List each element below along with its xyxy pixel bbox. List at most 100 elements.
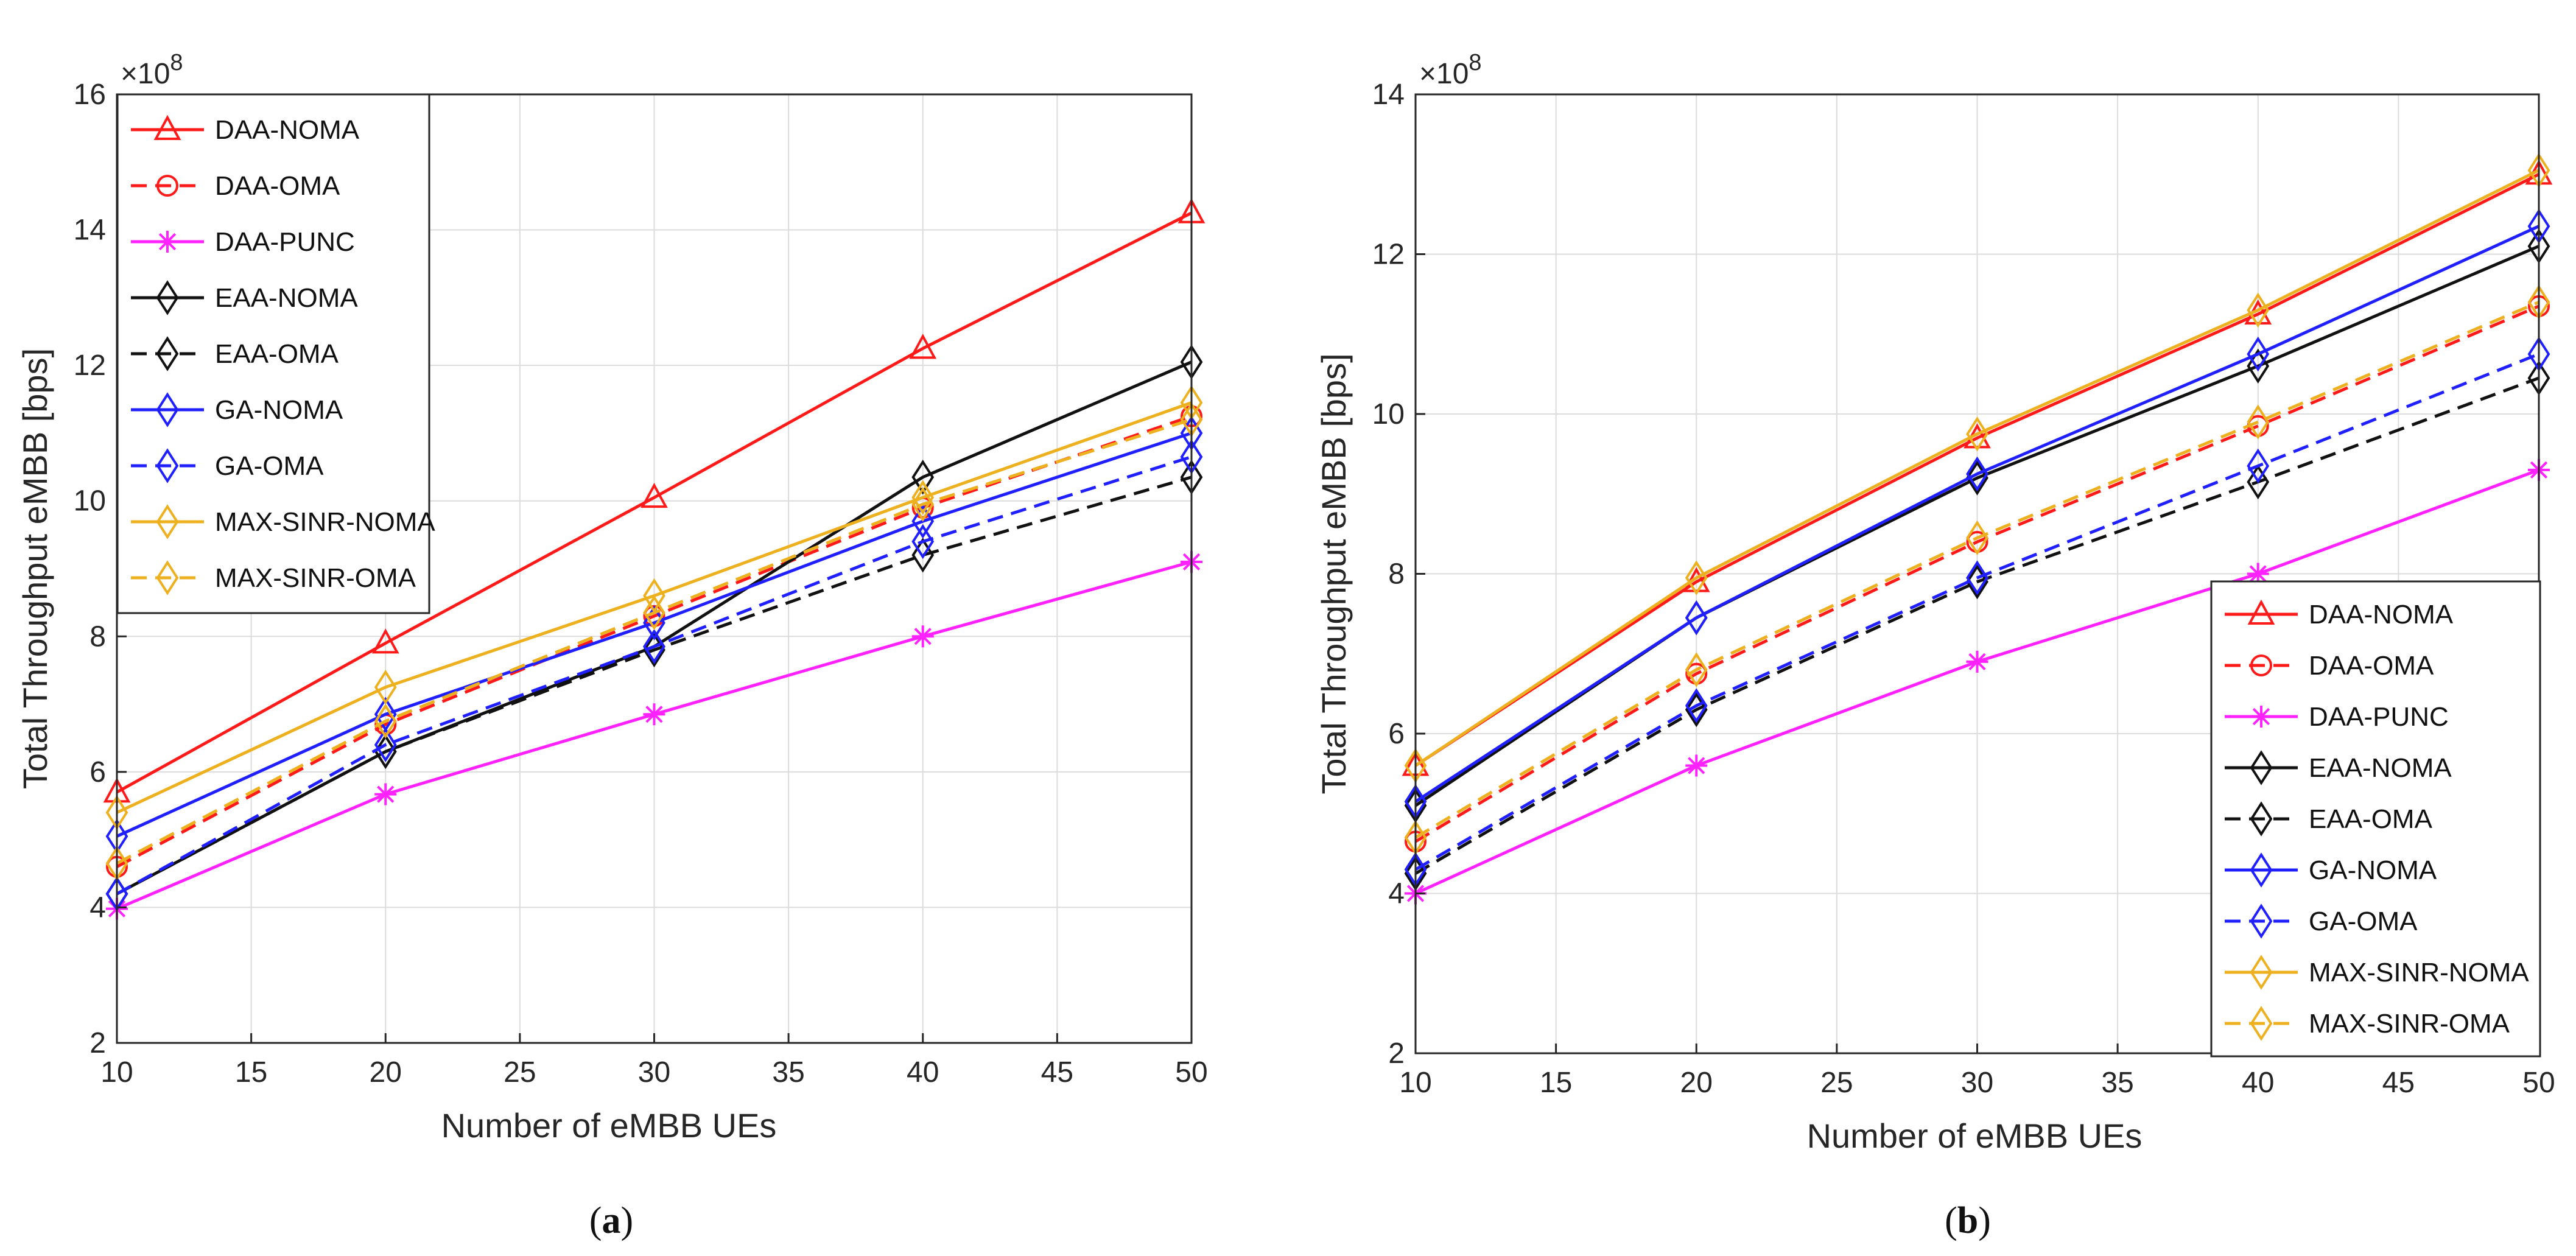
legend-label: DAA-NOMA — [215, 115, 360, 145]
data-point — [374, 670, 397, 705]
series-line — [1414, 376, 2539, 875]
legend-entry: MAX-SINR-NOMA — [131, 504, 435, 539]
legend-entry: GA-OMA — [131, 448, 324, 483]
legend-entry: DAA-OMA — [2225, 651, 2434, 681]
legend-label: EAA-OMA — [2309, 804, 2433, 834]
series-line — [1414, 225, 2540, 803]
legend-marker — [2250, 706, 2272, 728]
x-axis-label: Number of eMBB UEs — [441, 1106, 777, 1145]
x-tick-label: 35 — [772, 1056, 804, 1089]
legend-marker — [2250, 852, 2273, 888]
panel-label: (b) — [1945, 1200, 1991, 1241]
series-line — [1414, 173, 2540, 767]
y-tick-label: 14 — [1372, 79, 1405, 111]
x-tick-label: 10 — [1399, 1067, 1431, 1099]
y-axis-exponent: ×108 — [1419, 50, 1482, 90]
legend-entry: DAA-NOMA — [2225, 599, 2454, 630]
x-tick-label: 25 — [1820, 1067, 1853, 1099]
legend-label: MAX-SINR-OMA — [215, 563, 416, 593]
data-point — [1966, 520, 1988, 556]
series-ga-oma — [1404, 336, 2550, 887]
data-point — [2247, 292, 2270, 328]
y-tick-label: 2 — [1388, 1037, 1405, 1070]
y-tick-label: 4 — [1388, 878, 1405, 910]
y-tick-label: 2 — [89, 1027, 106, 1059]
data-point — [374, 703, 397, 739]
legend-label: GA-OMA — [215, 451, 324, 481]
series-line — [1414, 300, 2539, 839]
x-tick-label: 40 — [907, 1056, 939, 1089]
data-point — [640, 482, 668, 508]
legend-entry: DAA-NOMA — [131, 114, 360, 145]
y-tick-label: 8 — [89, 620, 106, 653]
legend-label: EAA-NOMA — [215, 283, 358, 313]
x-tick-label: 30 — [638, 1056, 670, 1089]
y-tick-label: 10 — [74, 485, 106, 517]
x-axis-label: Number of eMBB UEs — [1807, 1117, 2143, 1155]
y-tick-label: 14 — [74, 214, 106, 247]
legend-box — [2210, 580, 2541, 1058]
legend-marker — [2250, 1006, 2273, 1041]
data-point — [1685, 652, 1708, 687]
data-point — [1685, 600, 1708, 636]
legend-entry: EAA-OMA — [131, 336, 339, 371]
series-line — [116, 211, 1193, 794]
data-point — [2247, 404, 2270, 440]
legend-marker — [153, 114, 181, 140]
data-point — [643, 629, 665, 664]
legend-label: GA-NOMA — [215, 395, 343, 425]
data-point — [1685, 688, 1708, 723]
data-point — [911, 480, 935, 515]
legend-entry: EAA-OMA — [2225, 801, 2433, 837]
legend-marker — [2250, 750, 2273, 785]
series-line — [1414, 304, 2539, 843]
legend-marker — [156, 392, 179, 427]
data-point — [911, 460, 935, 495]
data-point — [911, 625, 934, 648]
legend-entry: GA-NOMA — [2225, 852, 2437, 888]
y-tick-label: 8 — [1388, 558, 1405, 591]
legend-label: DAA-OMA — [2309, 651, 2434, 681]
legend-label: DAA-OMA — [215, 171, 340, 201]
data-point — [1685, 754, 1708, 777]
series-daa-punc — [106, 550, 1202, 920]
y-tick-label: 12 — [1372, 239, 1405, 271]
series-line — [116, 418, 1192, 865]
panel-label: (a) — [589, 1200, 633, 1241]
x-tick-label: 25 — [504, 1056, 536, 1089]
data-point — [1966, 416, 1988, 452]
data-point — [1966, 460, 1988, 496]
x-tick-label: 20 — [1680, 1067, 1713, 1099]
data-point — [2247, 563, 2269, 585]
chart-panel-a: 10 15 20 25 30 35 40 45 50 2 4 6 8 10 12 14 16 ×108 Number… — [16, 50, 1208, 1241]
legend-label: DAA-PUNC — [215, 227, 355, 257]
series-line — [1414, 169, 2540, 767]
data-point — [1966, 560, 1988, 595]
legend-entry: MAX-SINR-OMA — [2225, 1006, 2510, 1041]
x-tick-label: 15 — [235, 1056, 267, 1089]
legend-marker — [156, 280, 179, 315]
legend-marker — [156, 231, 178, 253]
series-line — [116, 432, 1192, 838]
legend-marker — [156, 448, 179, 483]
legend-entry: MAX-SINR-NOMA — [2225, 955, 2529, 990]
y-tick-label: 6 — [1388, 718, 1405, 750]
y-tick-label: 6 — [89, 756, 106, 788]
legend-marker — [156, 175, 178, 197]
legend-marker — [156, 336, 179, 371]
data-point — [2247, 464, 2270, 500]
data-point — [374, 783, 397, 805]
data-point — [1966, 650, 1988, 673]
legend-label: MAX-SINR-OMA — [2309, 1009, 2510, 1039]
legend-marker — [2250, 903, 2273, 939]
legend-label: GA-NOMA — [2309, 855, 2437, 885]
y-axis-label: Total Throughput eMBB [bps] — [16, 348, 54, 789]
legend-label: EAA-OMA — [215, 339, 339, 369]
data-point — [643, 578, 665, 614]
legend-marker — [156, 560, 179, 595]
legend-marker — [2247, 599, 2275, 625]
x-tick-label: 50 — [1175, 1056, 1207, 1089]
data-point — [911, 486, 935, 522]
legend-entry: EAA-NOMA — [131, 280, 358, 315]
